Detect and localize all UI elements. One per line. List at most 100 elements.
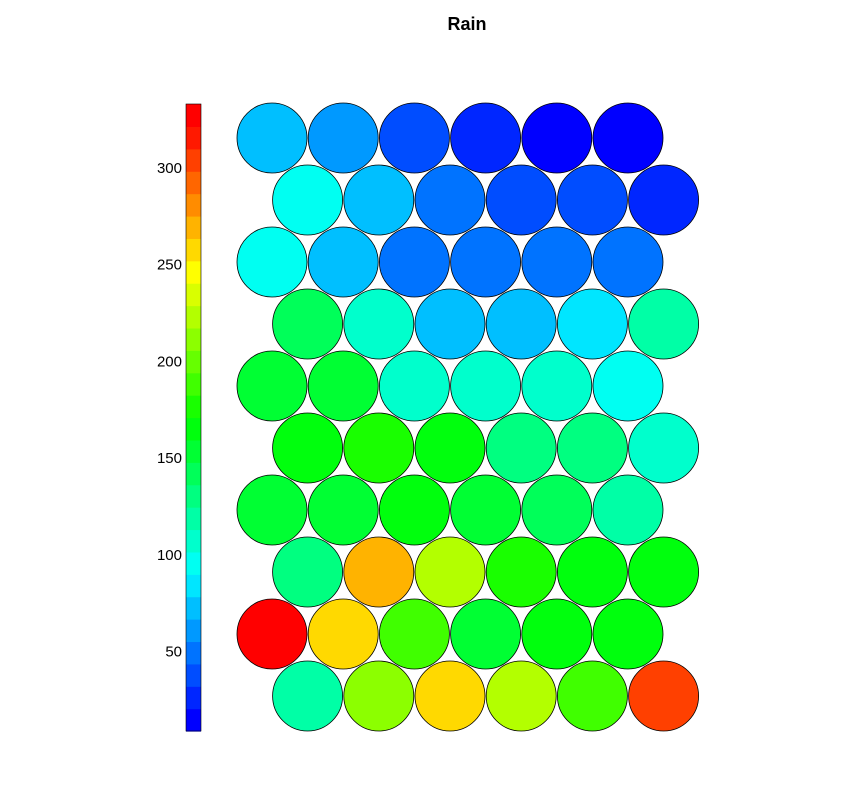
hex-cell xyxy=(414,412,486,484)
hex-cell xyxy=(485,660,557,732)
hex-cell xyxy=(307,598,379,670)
hex-cell xyxy=(521,598,593,670)
hex-cell xyxy=(485,288,557,360)
hex-cell xyxy=(485,536,557,608)
legend-color-step xyxy=(186,327,201,351)
legend-color-step xyxy=(186,350,201,374)
hex-cell xyxy=(272,288,344,360)
legend-color-step xyxy=(186,641,201,665)
legend-tick-label: 100 xyxy=(157,547,182,564)
hex-cell xyxy=(628,288,699,360)
hex-cell xyxy=(236,598,308,670)
hex-cell xyxy=(236,102,308,174)
hex-cell xyxy=(307,102,379,174)
legend-color-step xyxy=(186,686,201,710)
hex-cell xyxy=(592,102,664,174)
hex-cell xyxy=(272,164,344,236)
hex-cell xyxy=(307,226,379,298)
hex-cell xyxy=(521,474,593,546)
hex-cell xyxy=(485,412,557,484)
hex-cell xyxy=(414,660,486,732)
hex-cell xyxy=(557,412,628,484)
hex-grid-cells xyxy=(236,102,699,732)
hex-cell xyxy=(557,536,628,608)
hex-cell xyxy=(485,164,557,236)
hex-cell xyxy=(272,412,344,484)
hex-cell xyxy=(450,598,522,670)
hex-cell xyxy=(628,164,699,236)
hex-cell xyxy=(557,288,628,360)
hex-cell xyxy=(307,474,379,546)
legend-color-step xyxy=(186,126,201,150)
hex-cell xyxy=(628,660,699,732)
hex-cell xyxy=(343,288,415,360)
legend-color-step xyxy=(186,619,201,643)
hex-cell xyxy=(307,350,379,422)
hex-cell xyxy=(236,226,308,298)
legend-color-step xyxy=(186,148,201,172)
legend-color-step xyxy=(186,507,201,531)
legend-color-step xyxy=(186,104,201,127)
legend-color-step xyxy=(186,395,201,419)
hex-cell xyxy=(343,412,415,484)
legend-color-step xyxy=(186,215,201,239)
hex-cell xyxy=(628,536,699,608)
hex-cell xyxy=(592,350,664,422)
legend-color-step xyxy=(186,238,201,262)
color-legend-ticks: 50 100 150 200 250 300 xyxy=(157,160,182,661)
hex-cell xyxy=(521,350,593,422)
legend-color-step xyxy=(186,305,201,329)
color-legend xyxy=(185,103,202,732)
hex-cell xyxy=(450,474,522,546)
legend-color-step xyxy=(186,171,201,195)
hex-cell xyxy=(450,102,522,174)
hex-cell xyxy=(343,164,415,236)
legend-color-step xyxy=(186,529,201,553)
hex-cell xyxy=(592,226,664,298)
legend-color-step xyxy=(186,596,201,620)
hex-cell xyxy=(378,350,450,422)
legend-color-step xyxy=(186,708,201,732)
hex-cell xyxy=(378,102,450,174)
hex-cell xyxy=(272,660,344,732)
hex-cell xyxy=(450,350,522,422)
legend-color-step xyxy=(186,193,201,217)
hex-cell xyxy=(236,350,308,422)
legend-color-step xyxy=(186,260,201,284)
hex-cell xyxy=(343,536,415,608)
chart-title: Rain xyxy=(447,14,487,34)
legend-color-step xyxy=(186,372,201,396)
hex-cell xyxy=(378,474,450,546)
hex-cell xyxy=(343,660,415,732)
hex-cell xyxy=(236,474,308,546)
hex-cell xyxy=(521,102,593,174)
hex-cell xyxy=(592,598,664,670)
hex-cell xyxy=(378,226,450,298)
hex-cell xyxy=(628,412,699,484)
legend-color-step xyxy=(186,462,201,486)
hex-cell xyxy=(378,598,450,670)
legend-color-step xyxy=(186,551,201,575)
hex-cell xyxy=(414,536,486,608)
hex-cell xyxy=(450,226,522,298)
legend-color-step xyxy=(186,574,201,598)
legend-color-step xyxy=(186,663,201,687)
legend-color-step xyxy=(186,283,201,307)
hex-cell xyxy=(272,536,344,608)
legend-frame xyxy=(185,103,202,732)
legend-tick-label: 300 xyxy=(157,160,182,177)
hex-cell xyxy=(592,474,664,546)
legend-color-step xyxy=(186,484,201,508)
legend-color-step xyxy=(186,439,201,463)
legend-color-step xyxy=(186,417,201,441)
hex-cell xyxy=(557,660,628,732)
legend-tick-label: 150 xyxy=(157,450,182,467)
legend-tick-label: 200 xyxy=(157,353,182,370)
hex-cell xyxy=(521,226,593,298)
hex-cell xyxy=(414,288,486,360)
hex-cell xyxy=(414,164,486,236)
legend-tick-label: 250 xyxy=(157,257,182,274)
legend-tick-label: 50 xyxy=(165,644,182,661)
hex-cell xyxy=(557,164,628,236)
